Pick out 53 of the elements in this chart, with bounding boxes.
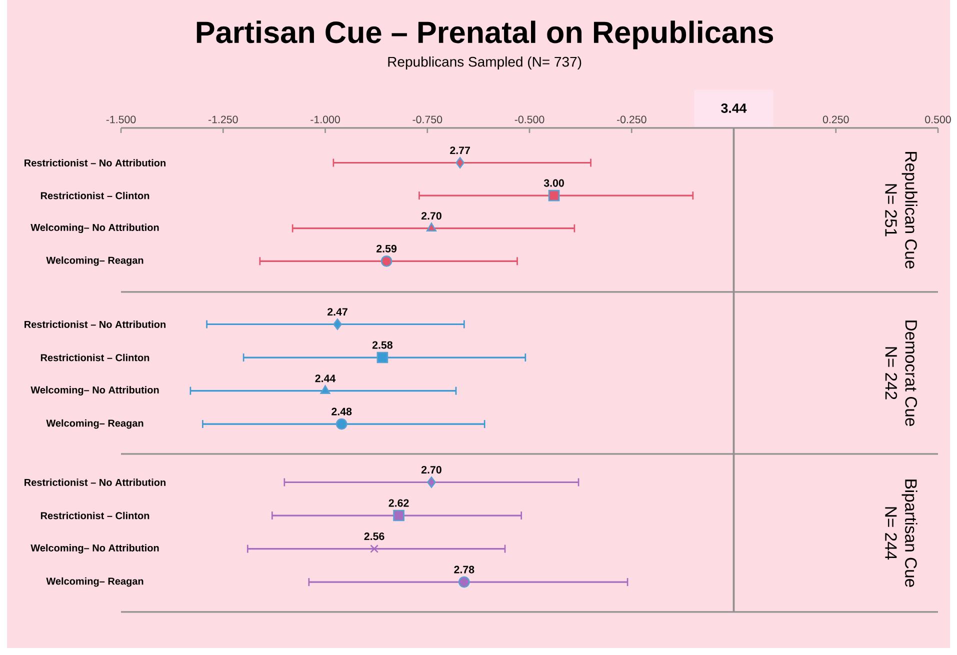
annotation: 2.59 — [376, 244, 397, 252]
point — [320, 385, 330, 394]
annotation: 2.70 — [421, 212, 442, 220]
point — [427, 476, 436, 488]
x-tick-label: 0.500 — [925, 116, 951, 124]
point — [333, 318, 342, 330]
x-tick-label: -1.250 — [208, 116, 238, 124]
annotation: N= 242 — [885, 347, 898, 400]
y-tick-label: Welcoming– No Attribution — [30, 224, 159, 234]
annotation: 2.56 — [364, 532, 384, 540]
y-tick-label: Restrictionist – No Attribution — [24, 320, 166, 328]
point — [456, 157, 464, 168]
y-tick-label: Welcoming– Reagan — [46, 256, 144, 266]
point — [376, 352, 388, 364]
annotation: 2.47 — [328, 308, 348, 316]
y-tick-label: Welcoming– Reagan — [46, 419, 144, 429]
annotation: 2.48 — [332, 408, 352, 416]
annotation: 2.62 — [388, 499, 409, 507]
annotation: N= 244 — [885, 507, 897, 560]
y-tick-label: Welcoming– No Attribution — [30, 544, 159, 554]
y-tick-label: Restrictionist – No Attribution — [24, 159, 166, 166]
x-tick-label: -0.250 — [616, 116, 646, 124]
annotation: Democrat Cue — [905, 320, 918, 426]
y-tick-label: Restrictionist – Clinton — [40, 512, 150, 520]
chart-subtitle: Republicans Sampled (N= 737) — [388, 56, 582, 70]
point — [426, 222, 436, 232]
y-tick-label: Welcoming– Reagan — [46, 577, 144, 587]
x-tick-label: 0.250 — [822, 116, 849, 124]
x-tick-label: -0.750 — [412, 116, 442, 124]
annotation: 2.77 — [450, 146, 470, 154]
annotation: 3.00 — [544, 179, 564, 187]
y-tick-label: Restrictionist – Clinton — [40, 192, 150, 200]
annotation: 2.78 — [454, 566, 474, 574]
x-tick-label: -1.000 — [310, 116, 340, 124]
point — [458, 576, 470, 588]
annotation: Bipartisan Cue — [902, 480, 918, 587]
annotation: 2.44 — [315, 374, 336, 382]
y-tick-label: Restrictionist – Clinton — [40, 354, 150, 362]
annotation: Republican Cue — [902, 152, 918, 268]
text: 3.44 — [721, 103, 747, 113]
point — [380, 255, 392, 267]
annotation: 2.58 — [372, 341, 392, 349]
point — [548, 190, 560, 202]
point — [370, 544, 378, 553]
x-tick-label: -1.500 — [106, 116, 136, 124]
annotation: N= 251 — [885, 184, 897, 236]
y-tick-label: Welcoming– No Attribution — [30, 386, 159, 396]
point — [393, 510, 404, 522]
chart-title: Partisan Cue – Prenatal on Republicans — [196, 20, 774, 50]
point — [336, 418, 348, 430]
x-tick-label: -0.500 — [514, 116, 544, 124]
annotation: 2.70 — [421, 466, 442, 474]
y-tick-label: Restrictionist – No Attribution — [24, 478, 166, 486]
